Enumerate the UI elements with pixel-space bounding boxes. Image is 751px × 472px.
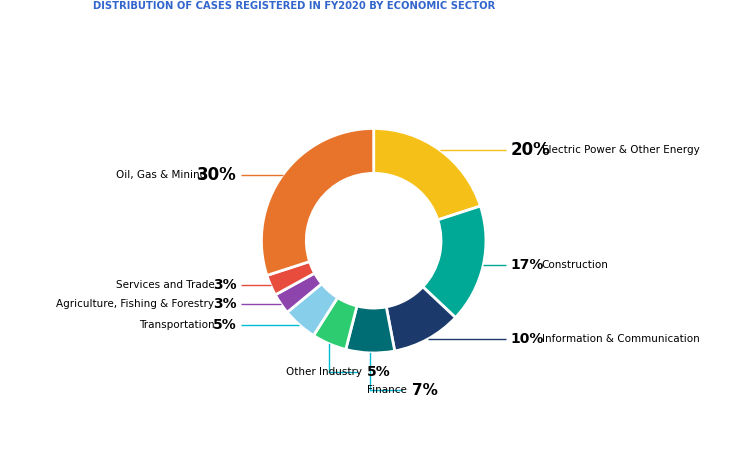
Wedge shape: [267, 261, 315, 295]
Text: Electric Power & Other Energy: Electric Power & Other Energy: [541, 145, 699, 155]
Wedge shape: [423, 206, 486, 318]
Wedge shape: [287, 284, 338, 336]
Text: 3%: 3%: [213, 278, 237, 292]
Text: Agriculture, Fishing & Forestry: Agriculture, Fishing & Forestry: [56, 299, 214, 309]
Text: Information & Communication: Information & Communication: [541, 334, 699, 344]
Text: 30%: 30%: [197, 166, 237, 184]
Wedge shape: [345, 306, 395, 353]
Text: Construction: Construction: [541, 260, 608, 270]
Text: Other Industry: Other Industry: [286, 367, 363, 377]
Text: 17%: 17%: [511, 258, 544, 272]
Text: Services and Trade: Services and Trade: [116, 280, 214, 290]
Text: 7%: 7%: [412, 382, 438, 397]
Text: 3%: 3%: [213, 297, 237, 311]
Text: 10%: 10%: [511, 332, 544, 346]
Wedge shape: [374, 128, 481, 220]
Wedge shape: [313, 297, 357, 349]
Wedge shape: [276, 273, 321, 312]
Text: 20%: 20%: [511, 141, 550, 159]
Text: Oil, Gas & Mining: Oil, Gas & Mining: [116, 170, 206, 180]
Text: Transportation: Transportation: [139, 320, 214, 330]
Wedge shape: [261, 128, 374, 275]
Text: DISTRIBUTION OF CASES REGISTERED IN FY2020 BY ECONOMIC SECTOR: DISTRIBUTION OF CASES REGISTERED IN FY20…: [93, 0, 495, 10]
Wedge shape: [386, 287, 456, 351]
Text: 5%: 5%: [213, 318, 237, 332]
Text: Finance: Finance: [367, 385, 407, 395]
Text: 5%: 5%: [367, 365, 391, 379]
